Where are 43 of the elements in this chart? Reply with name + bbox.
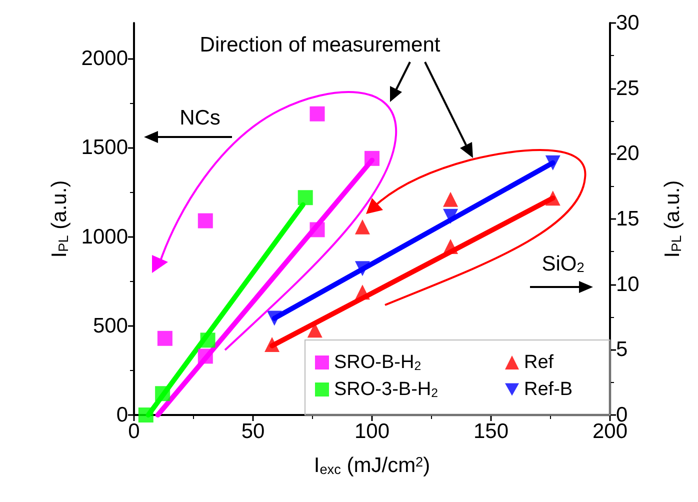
y-tick-label: 500 xyxy=(92,314,128,338)
y-tick-label: 0 xyxy=(116,404,128,426)
point xyxy=(443,238,458,254)
legend-label: Ref xyxy=(524,352,554,373)
y2-tick-label: 10 xyxy=(616,272,640,296)
point xyxy=(354,219,370,234)
y-tick-label: 1500 xyxy=(81,136,128,160)
y-axis-title: IPL (a.u.) xyxy=(48,180,72,258)
point xyxy=(354,261,370,276)
point xyxy=(443,192,458,207)
x-tick-label: 100 xyxy=(354,420,390,443)
point xyxy=(157,330,172,346)
legend-label: SRO-3-B-H2 xyxy=(334,379,438,400)
y2-tick-label: 15 xyxy=(616,208,640,230)
point xyxy=(298,190,313,206)
y-tick-label: 2000 xyxy=(81,47,128,70)
y2-tick-label: 5 xyxy=(616,338,628,362)
point xyxy=(310,222,325,238)
point xyxy=(264,336,280,352)
point xyxy=(443,208,458,224)
point xyxy=(364,150,380,166)
point xyxy=(138,408,154,422)
point xyxy=(545,155,560,170)
legend-label: SRO-B-H2 xyxy=(334,352,422,373)
annotation: Direction of measurement xyxy=(200,34,440,56)
point xyxy=(310,106,325,122)
point xyxy=(155,386,170,402)
y2-tick-label: 20 xyxy=(616,142,640,166)
point xyxy=(198,213,213,228)
y-tick-label: 1000 xyxy=(81,225,128,248)
y2-tick-label: 25 xyxy=(616,76,640,100)
annotation: SiO2 xyxy=(542,252,584,276)
x-tick-label: 50 xyxy=(241,420,265,443)
y2-tick-label: 30 xyxy=(616,12,640,34)
x-tick-label: 150 xyxy=(473,420,509,443)
point xyxy=(545,190,560,206)
point xyxy=(266,310,282,326)
point xyxy=(354,284,370,300)
point xyxy=(200,332,216,348)
point xyxy=(198,348,213,364)
y2-axis-title: IPL (a.u.) xyxy=(661,180,684,258)
legend-label: Ref-B xyxy=(524,379,573,400)
annotation: NCs xyxy=(180,106,220,130)
